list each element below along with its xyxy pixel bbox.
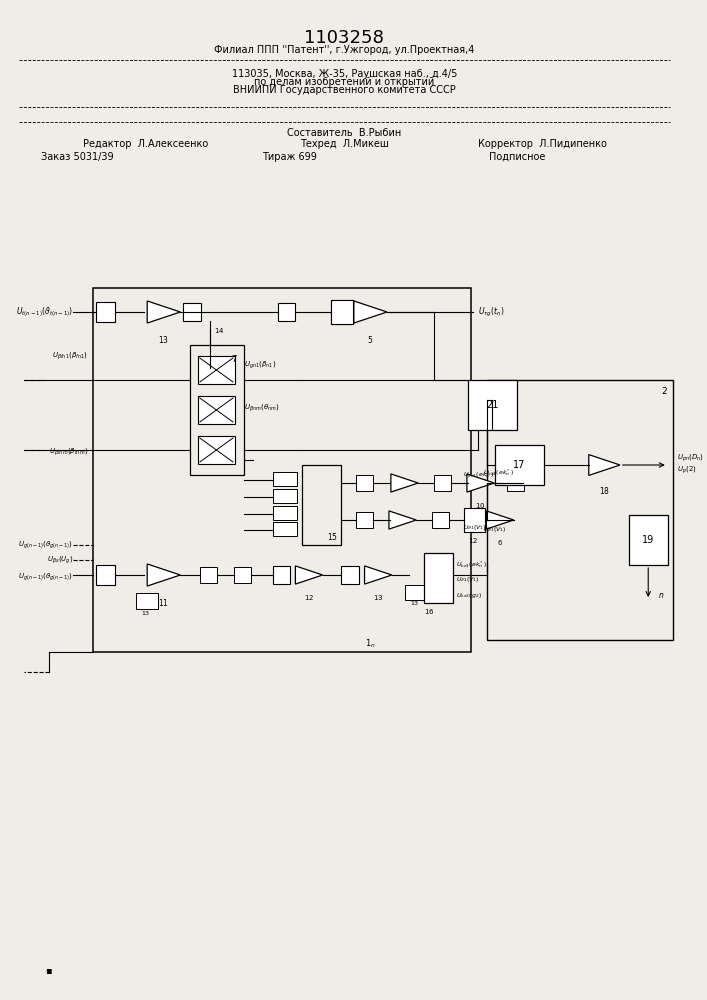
Text: Филиал ППП ''Патент'', г.Ужгород, ул.Проектная,4: Филиал ППП ''Патент'', г.Ужгород, ул.Про… (214, 45, 475, 55)
Bar (507, 475, 525, 491)
Text: по делам изобретений и открытий: по делам изобретений и открытий (255, 77, 435, 87)
Polygon shape (147, 301, 180, 323)
Text: $U_{pn}(D_n)$: $U_{pn}(D_n)$ (677, 452, 705, 464)
Text: Составитель  В.Рыбин: Составитель В.Рыбин (288, 128, 402, 138)
Bar (495, 445, 544, 485)
Bar (136, 593, 158, 609)
Text: $\it{14}$: $\it{14}$ (214, 326, 225, 335)
Text: $U_{\vartheta 1}(V_1)$: $U_{\vartheta 1}(V_1)$ (482, 526, 506, 534)
Bar (198, 396, 235, 424)
Text: $U_p(2)$: $U_p(2)$ (677, 464, 697, 476)
Text: $U_{\vartheta 1}(V_1)$: $U_{\vartheta 1}(V_1)$ (456, 576, 480, 584)
Text: 21: 21 (486, 400, 498, 410)
Text: $\it{11}$: $\it{11}$ (158, 597, 169, 608)
Text: $U_{\beta s}(U_g)$: $U_{\beta s}(U_g)$ (47, 554, 73, 566)
Bar (95, 565, 115, 585)
Polygon shape (354, 301, 387, 323)
Text: $\it{10}$: $\it{10}$ (475, 501, 486, 510)
Bar (273, 489, 298, 503)
Text: $\it{18}$: $\it{18}$ (599, 485, 610, 496)
Text: $\it{15}$: $\it{15}$ (327, 531, 338, 542)
Polygon shape (296, 566, 322, 584)
Text: $\it{12}$: $\it{12}$ (468, 536, 478, 545)
Bar (356, 475, 373, 491)
Text: ВНИИПИ Государственного комитета СССР: ВНИИПИ Государственного комитета СССР (233, 85, 456, 95)
Bar (190, 345, 244, 475)
Bar (332, 300, 353, 324)
Bar (273, 566, 291, 584)
Bar (629, 515, 667, 565)
Bar (434, 475, 451, 491)
Bar (95, 302, 115, 322)
Polygon shape (147, 564, 180, 586)
Bar (487, 380, 672, 640)
Text: Заказ 5031/39: Заказ 5031/39 (41, 152, 114, 162)
Bar (198, 436, 235, 464)
Bar (356, 512, 373, 528)
Text: $\it{13}$: $\it{13}$ (373, 593, 383, 602)
Text: $\it{12}$: $\it{12}$ (304, 593, 314, 602)
Bar (464, 508, 486, 532)
Text: 113035, Москва, Ж-35, Раушская наб., д.4/5: 113035, Москва, Ж-35, Раушская наб., д.4… (232, 69, 457, 79)
Bar (234, 567, 252, 583)
Bar (341, 566, 358, 584)
Text: 19: 19 (642, 535, 655, 545)
Text: $U_{\beta fn1}(\beta_{fn1})$: $U_{\beta fn1}(\beta_{fn1})$ (52, 350, 88, 362)
Text: $\it{16}$: $\it{16}$ (424, 607, 435, 616)
Bar (273, 506, 298, 520)
Text: Подписное: Подписное (489, 152, 545, 162)
Polygon shape (467, 474, 494, 492)
Text: $U_{\beta fnm}(\beta_{fnm})$: $U_{\beta fnm}(\beta_{fnm})$ (49, 446, 88, 458)
Bar (200, 567, 217, 583)
Text: $U_{ke1}(ek_n^*)$: $U_{ke1}(ek_n^*)$ (463, 470, 494, 480)
Bar (93, 288, 471, 652)
Text: $U_{\beta nm}(\theta_{nm})$: $U_{\beta nm}(\theta_{nm})$ (244, 402, 279, 414)
Text: $U_{ke1}(ek_n^*)$: $U_{ke1}(ek_n^*)$ (456, 560, 487, 570)
Text: $U_{g(n-1)}(\vartheta_{g(n-1)})$: $U_{g(n-1)}(\vartheta_{g(n-1)})$ (18, 540, 73, 550)
Text: Редактор  Л.Алексеенко: Редактор Л.Алексеенко (83, 139, 208, 149)
Text: $\it{2}$: $\it{2}$ (661, 385, 667, 396)
Text: $U_{t(n-1)}(\vartheta_{t(n-1)})$: $U_{t(n-1)}(\vartheta_{t(n-1)})$ (16, 305, 73, 319)
Text: $\it{5}$: $\it{5}$ (368, 334, 373, 345)
Bar (404, 585, 426, 600)
Bar (468, 380, 517, 430)
Bar (273, 522, 298, 536)
Text: $\it{6}$: $\it{6}$ (497, 538, 503, 547)
Text: 1103258: 1103258 (304, 29, 384, 47)
Polygon shape (486, 511, 514, 529)
Text: $\it{n}$: $\it{n}$ (658, 590, 665, 599)
Polygon shape (389, 511, 416, 529)
Bar (273, 472, 298, 486)
Text: ▪: ▪ (45, 965, 52, 975)
Text: $\it{13}$: $\it{13}$ (141, 609, 151, 617)
Text: $\it{13}$: $\it{13}$ (409, 599, 419, 607)
Text: $\it{7}$: $\it{7}$ (231, 353, 238, 363)
Bar (332, 300, 353, 324)
Text: $\it{1_n}$: $\it{1_n}$ (365, 638, 376, 650)
Text: 17: 17 (513, 460, 526, 470)
Text: Тираж 699: Тираж 699 (262, 152, 317, 162)
Bar (198, 356, 235, 384)
Bar (278, 303, 296, 321)
Text: $\it{13}$: $\it{13}$ (158, 334, 169, 345)
Bar (432, 512, 450, 528)
Bar (424, 553, 453, 603)
Bar (302, 465, 341, 545)
Text: $U_{\vartheta 1}(V_1)$: $U_{\vartheta 1}(V_1)$ (463, 524, 486, 532)
Text: $U_{ke2}(g_2)$: $U_{ke2}(g_2)$ (456, 590, 482, 599)
Polygon shape (365, 566, 392, 584)
Text: $U_{g(n-1)}(\vartheta_{g(n-1)})$: $U_{g(n-1)}(\vartheta_{g(n-1)})$ (18, 572, 73, 582)
Text: $U_{gn1}(\beta_{n1})$: $U_{gn1}(\beta_{n1})$ (244, 359, 276, 371)
Text: $U_{ke1}(ek_n^*)$: $U_{ke1}(ek_n^*)$ (482, 468, 513, 478)
Bar (183, 303, 201, 321)
Polygon shape (589, 455, 620, 475)
Text: Корректор  Л.Пидипенко: Корректор Л.Пидипенко (478, 139, 607, 149)
Polygon shape (391, 474, 418, 492)
Text: $U_{\tau g}(t_n)$: $U_{\tau g}(t_n)$ (478, 305, 504, 319)
Text: Техред  Л.Микеш: Техред Л.Микеш (300, 139, 389, 149)
